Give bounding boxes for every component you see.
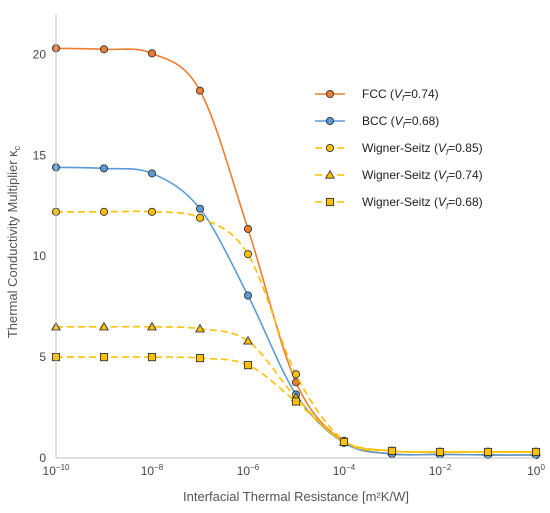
legend-label: BCC (Vf=0.68): [362, 114, 439, 130]
data-point: [147, 207, 157, 216]
legend-swatch-marker: [325, 143, 335, 153]
data-point: [195, 204, 205, 213]
data-point: [531, 447, 541, 456]
data-point: [243, 335, 253, 345]
data-point: [339, 437, 349, 446]
series-layer: [51, 44, 541, 460]
y-axis-title: Thermal Conductivity Multiplier κc: [5, 145, 22, 338]
data-point: [147, 169, 157, 178]
y-tick-label: 20: [33, 47, 47, 61]
data-point: [147, 353, 157, 362]
series-3: [51, 321, 541, 456]
data-point: [99, 45, 109, 54]
ticks-layer: 10−10 10−8 10−6 10−4 10−2 100 0 5 10 15 20: [33, 47, 546, 478]
data-point: [147, 321, 157, 331]
data-point: [243, 291, 253, 300]
series-4: [51, 353, 541, 456]
x-axis-title: Interfacial Thermal Resistance [m²K/W]: [183, 489, 409, 504]
y-tick-label: 0: [39, 451, 46, 465]
series-2: [51, 207, 541, 456]
y-axis-title-main: Thermal Conductivity Multiplier κ: [5, 150, 20, 338]
series-line-3: [56, 325, 536, 453]
y-axis-title-sub: c: [12, 145, 22, 150]
legend-swatch-marker: [325, 89, 335, 99]
x-tick-label: 100: [527, 463, 545, 478]
legend-label: Wigner-Seitz (Vf=0.68): [362, 195, 483, 211]
data-point: [99, 353, 109, 362]
data-point: [243, 224, 253, 233]
legend-item: BCC (Vf=0.68): [315, 114, 439, 130]
data-point: [195, 323, 205, 333]
x-tick-label: 10−10: [43, 463, 70, 478]
axes-layer: [55, 14, 536, 459]
x-tick-label: 10−8: [141, 463, 164, 478]
legend: FCC (Vf=0.74) BCC (Vf=0.68) Wigner-Seitz (…: [315, 87, 483, 211]
data-point: [99, 164, 109, 173]
series-line-1: [55, 166, 537, 456]
series-line-2: [56, 210, 536, 453]
x-tick-label: 10−4: [333, 463, 356, 478]
legend-item: Wigner-Seitz (Vf=0.74): [315, 168, 483, 184]
data-point: [435, 447, 445, 456]
data-point: [147, 49, 157, 58]
legend-swatch-marker: [325, 116, 335, 126]
legend-item: Wigner-Seitz (Vf=0.68): [315, 195, 483, 211]
legend-item: FCC (Vf=0.74): [315, 87, 439, 103]
data-point: [387, 446, 397, 455]
data-point: [195, 213, 205, 222]
data-point: [99, 207, 109, 216]
y-tick-label: 15: [33, 148, 47, 162]
x-tick-label: 10−6: [237, 463, 260, 478]
data-point: [243, 250, 253, 259]
legend-label: FCC (Vf=0.74): [362, 87, 439, 103]
legend-swatch-marker: [325, 197, 335, 207]
data-point: [291, 397, 301, 406]
data-point: [195, 354, 205, 363]
data-point: [195, 86, 205, 95]
legend-label: Wigner-Seitz (Vf=0.85): [362, 141, 483, 157]
legend-swatch-marker: [325, 169, 335, 179]
y-tick-label: 5: [39, 350, 46, 364]
legend-label: Wigner-Seitz (Vf=0.74): [362, 168, 483, 184]
data-point: [99, 321, 109, 331]
x-tick-label: 10−2: [429, 463, 452, 478]
data-point: [243, 361, 253, 370]
legend-item: Wigner-Seitz (Vf=0.85): [315, 141, 483, 157]
y-tick-label: 10: [33, 249, 47, 263]
data-point: [291, 370, 301, 379]
data-point: [483, 447, 493, 456]
